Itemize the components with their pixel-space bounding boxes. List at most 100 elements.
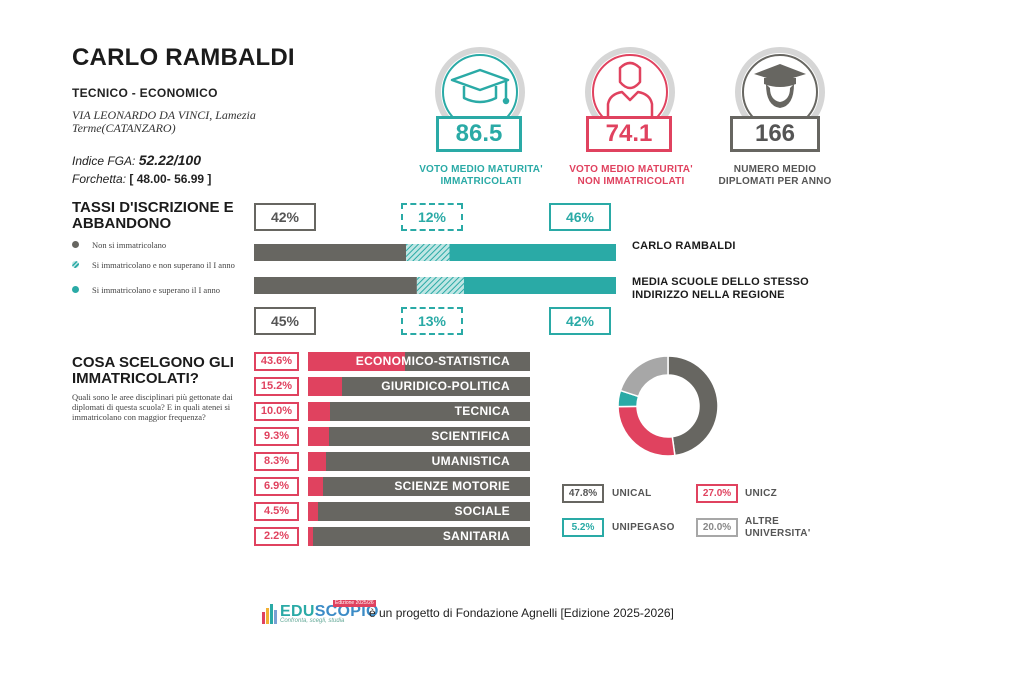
fga-value: 52.22/100	[138, 152, 201, 168]
stat-icon-diplomati	[735, 47, 825, 124]
legend-passed: Si immatricolano e superano il I anno	[72, 285, 252, 295]
choice-bar: SCIENZE MOTORIE	[308, 477, 530, 496]
choice-bar-fill	[308, 427, 329, 446]
logo-text-scopio: SCOPIO	[314, 603, 379, 620]
donut-slice-unicz	[617, 405, 676, 457]
uni-name-altre: ALTRE UNIVERSITA'	[745, 516, 811, 539]
choice-bar: UMANISTICA	[308, 452, 530, 471]
choice-category-label: SANITARIA	[442, 529, 510, 543]
stat-value-diplomati: 166	[730, 116, 820, 152]
enroll-bar-seg-1-0	[254, 277, 417, 294]
series-label-region: MEDIA SCUOLE DELLO STESSO INDIRIZZO NELL…	[632, 276, 809, 301]
stat-icon-non-immatricolati	[585, 47, 675, 124]
choice-category-label: SCIENTIFICA	[431, 429, 510, 443]
stat-label-line1: VOTO MEDIO MATURITA'	[569, 164, 693, 175]
graduation-cap-icon	[450, 68, 510, 105]
choice-category-label: ECONOMICO-STATISTICA	[355, 354, 510, 368]
legend-dot-teal	[72, 286, 79, 293]
choice-bar-fill	[308, 352, 405, 371]
stat-label-non-immatricolati: VOTO MEDIO MATURITA' NON IMMATRICOLATI	[556, 164, 706, 188]
forchetta-label: Forchetta:	[72, 172, 127, 186]
enroll-bar-seg-0-2	[449, 244, 616, 261]
choices-description: Quali sono le aree disciplinari più gett…	[72, 392, 233, 422]
stat-label-line1: NUMERO MEDIO	[733, 164, 817, 175]
choice-bar: ECONOMICO-STATISTICA	[308, 352, 530, 371]
university-donut-chart	[617, 355, 719, 457]
stat-value-immatricolati: 86.5	[436, 116, 522, 152]
person-icon	[606, 61, 654, 116]
legend-dot-grey	[72, 241, 79, 248]
stat-label-line2: NON IMMATRICOLATI	[577, 176, 685, 187]
eduscopio-logo: EDUSCOPIO	[280, 603, 379, 621]
choice-pct: 43.6%	[254, 352, 299, 371]
legend-text: Si immatricolano e superano il I anno	[92, 285, 220, 295]
donut-slice-altre-universita-	[619, 355, 669, 398]
choices-title: COSA SCELGONO GLI IMMATRICOLATI?	[72, 354, 234, 387]
enroll-bar-seg-1-2	[463, 277, 616, 294]
fga-index: Indice FGA: 52.22/100	[72, 152, 201, 168]
choice-bar-fill	[308, 527, 313, 546]
uni-pct-unipegaso: 5.2%	[562, 518, 604, 537]
logo-tagline: Confronta, scegli, studia	[280, 618, 345, 624]
legend-text: Non si immatricolano	[92, 240, 167, 250]
enroll-bar-seg-0-0	[254, 244, 407, 261]
legend-text: Si immatricolano e non superano il I ann…	[92, 260, 235, 270]
stat-label-immatricolati: VOTO MEDIO MATURITA' IMMATRICOLATI	[406, 164, 556, 188]
choice-bar: SANITARIA	[308, 527, 530, 546]
uni-pct-unicz: 27.0%	[696, 484, 738, 503]
pct-dropout-school: 12%	[401, 203, 463, 231]
forchetta-value: [ 48.00- 56.99 ]	[129, 172, 212, 186]
choice-category-label: SOCIALE	[454, 504, 510, 518]
choice-bar: TECNICA	[308, 402, 530, 421]
choice-category-label: GIURIDICO-POLITICA	[381, 379, 510, 393]
choice-pct: 10.0%	[254, 402, 299, 421]
school-address: VIA LEONARDO DA VINCI, Lamezia Terme(CAT…	[72, 108, 256, 135]
choice-bar-fill	[308, 502, 318, 521]
stat-value-non-immatricolati: 74.1	[586, 116, 672, 152]
choice-category-label: TECNICA	[454, 404, 510, 418]
series-label-school: CARLO RAMBALDI	[632, 240, 736, 252]
choice-bar-fill	[308, 377, 342, 396]
choice-bar-fill	[308, 402, 331, 421]
uni-name-unipegaso: UNIPEGASO	[612, 522, 675, 533]
pct-dropout-region: 13%	[401, 307, 463, 335]
pct-not-enrolled-school: 42%	[254, 203, 316, 231]
footer-credit: è un progetto di Fondazione Agnelli [Edi…	[369, 606, 674, 620]
stat-label-line1: VOTO MEDIO MATURITA'	[419, 164, 543, 175]
logo-text-edu: EDU	[280, 603, 315, 620]
choice-pct: 15.2%	[254, 377, 299, 396]
enroll-bar-seg-1-1	[416, 277, 464, 294]
pct-not-enrolled-region: 45%	[254, 307, 316, 335]
forchetta: Forchetta: [ 48.00- 56.99 ]	[72, 172, 211, 186]
choice-pct: 9.3%	[254, 427, 299, 446]
fga-label: Indice FGA:	[72, 154, 136, 168]
choice-category-label: UMANISTICA	[431, 454, 510, 468]
eduscopio-logo-icon	[262, 604, 277, 624]
donut-slice-unical	[667, 355, 719, 457]
choice-pct: 2.2%	[254, 527, 299, 546]
choice-bar-fill	[308, 452, 327, 471]
choice-pct: 6.9%	[254, 477, 299, 496]
pct-passed-school: 46%	[549, 203, 611, 231]
stat-label-line2: DIPLOMATI PER ANNO	[718, 176, 832, 187]
uni-name-unicz: UNICZ	[745, 488, 778, 499]
choice-pct: 4.5%	[254, 502, 299, 521]
legend-not-enrolled: Non si immatricolano	[72, 240, 252, 250]
stat-label-diplomati: NUMERO MEDIO DIPLOMATI PER ANNO	[700, 164, 850, 188]
legend-dropout: Si immatricolano e non superano il I ann…	[72, 260, 252, 270]
uni-pct-altre: 20.0%	[696, 518, 738, 537]
uni-pct-unical: 47.8%	[562, 484, 604, 503]
choice-bar: SCIENTIFICA	[308, 427, 530, 446]
graduate-student-icon	[754, 64, 806, 108]
legend-dot-hatched	[72, 261, 79, 268]
stat-label-line2: IMMATRICOLATI	[440, 176, 522, 187]
enrollment-title: TASSI D'ISCRIZIONE E ABBANDONO	[72, 199, 234, 232]
school-name: CARLO RAMBALDI	[72, 44, 295, 71]
choice-bar: GIURIDICO-POLITICA	[308, 377, 530, 396]
logo-edition: Edizione 2025/26	[333, 600, 376, 607]
uni-name-unical: UNICAL	[612, 488, 652, 499]
choice-category-label: SCIENZE MOTORIE	[394, 479, 510, 493]
pct-passed-region: 42%	[549, 307, 611, 335]
school-type: TECNICO - ECONOMICO	[72, 86, 218, 100]
enroll-bar-seg-0-1	[406, 244, 450, 261]
